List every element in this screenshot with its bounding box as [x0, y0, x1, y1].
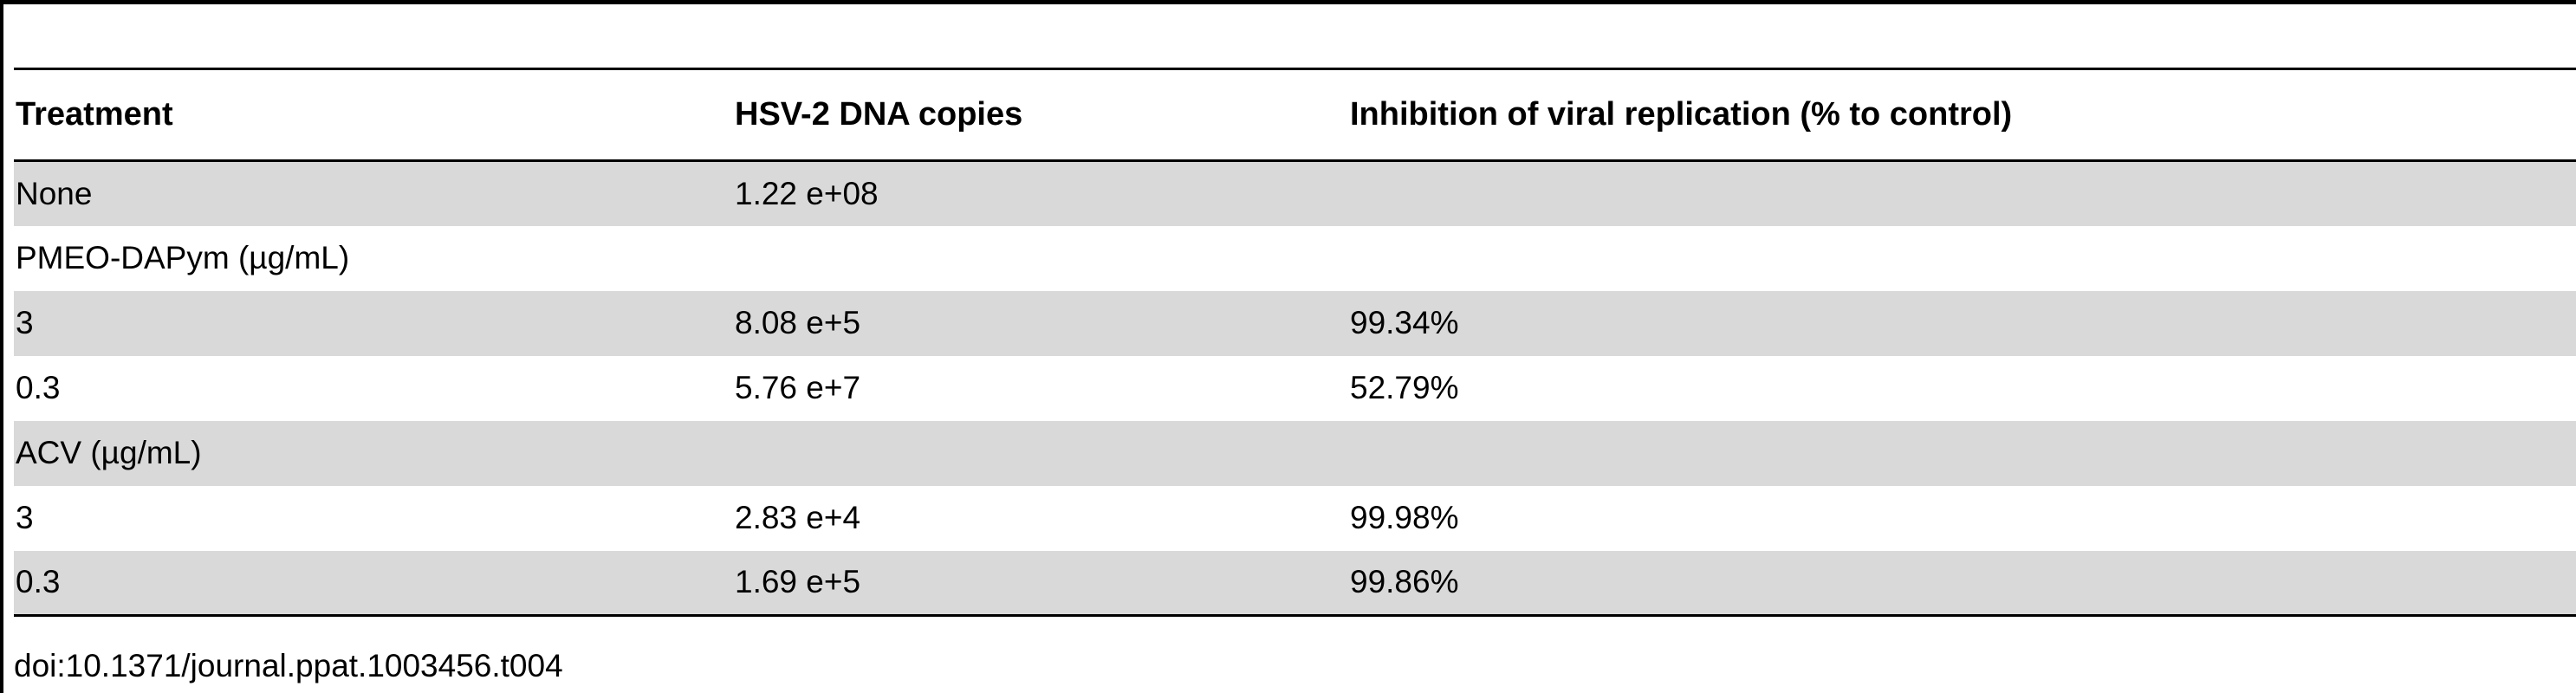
cell-dna-copies: 2.83 e+4 — [735, 500, 861, 535]
table-row: 0.3 5.76 e+7 52.79% — [14, 356, 2576, 421]
cell-treatment: 0.3 — [16, 370, 61, 405]
table-row: 0.3 1.69 e+5 99.86% — [14, 550, 2576, 616]
cell-inhibition — [1348, 420, 2576, 486]
top-border-rule — [0, 0, 2576, 4]
cell-inhibition — [1348, 160, 2576, 226]
cell-treatment: PMEO-DAPym (µg/mL) — [16, 240, 350, 275]
cell-inhibition — [1348, 226, 2576, 291]
cell-inhibition: 99.98% — [1350, 500, 1459, 535]
cell-dna-copies: 1.22 e+08 — [733, 160, 1348, 226]
cell-inhibition: 52.79% — [1350, 370, 1459, 405]
cell-treatment: 3 — [14, 290, 733, 356]
cell-dna-copies — [733, 420, 1348, 486]
table-row: None 1.22 e+08 — [14, 160, 2576, 226]
left-border-rule — [0, 0, 3, 693]
table-row: 3 2.83 e+4 99.98% — [14, 486, 2576, 551]
header-treatment: Treatment — [16, 96, 173, 133]
header-inhibition: Inhibition of viral replication (% to co… — [1350, 96, 2013, 133]
cell-treatment: 0.3 — [14, 550, 733, 616]
cell-treatment: ACV (µg/mL) — [14, 420, 733, 486]
header-dna-copies: HSV-2 DNA copies — [735, 96, 1023, 133]
table-row: ACV (µg/mL) — [14, 420, 2576, 486]
cell-treatment: 3 — [16, 500, 34, 535]
cell-dna-copies: 1.69 e+5 — [733, 550, 1348, 616]
cell-treatment: None — [14, 160, 733, 226]
cell-dna-copies — [733, 226, 1348, 291]
cell-dna-copies: 8.08 e+5 — [733, 290, 1348, 356]
doi-caption: doi:10.1371/journal.ppat.1003456.t004 — [14, 648, 563, 683]
table-container: Treatment HSV-2 DNA copies Inhibition of… — [14, 68, 2576, 617]
cell-dna-copies: 5.76 e+7 — [735, 370, 861, 405]
table-row: 3 8.08 e+5 99.34% — [14, 290, 2576, 356]
cell-inhibition: 99.34% — [1348, 290, 2576, 356]
results-table: Treatment HSV-2 DNA copies Inhibition of… — [14, 68, 2576, 617]
header-row: Treatment HSV-2 DNA copies Inhibition of… — [14, 68, 2576, 161]
table-row: PMEO-DAPym (µg/mL) — [14, 226, 2576, 291]
cell-inhibition: 99.86% — [1348, 550, 2576, 616]
